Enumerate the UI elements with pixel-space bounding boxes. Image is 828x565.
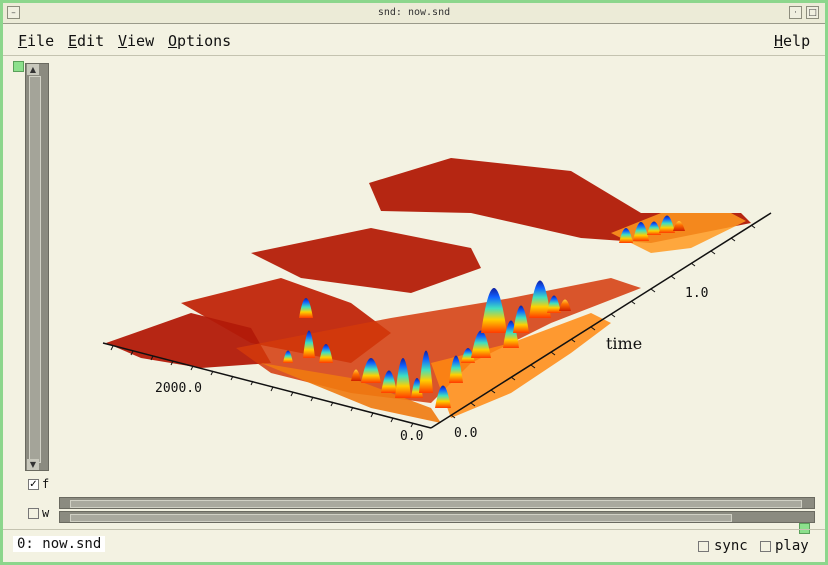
- scroll-up-arrow-icon[interactable]: ▲: [27, 64, 39, 75]
- vertical-zoom-scrollbar[interactable]: ▲ ▼: [25, 63, 49, 471]
- time-axis: [430, 212, 772, 429]
- frequency-axis: [102, 342, 432, 429]
- w-checkbox-label: w: [42, 506, 50, 520]
- title-bar: – snd: now.snd · □: [3, 3, 825, 24]
- w-checkbox[interactable]: [28, 508, 39, 519]
- x-position-thumb[interactable]: [70, 500, 802, 508]
- menu-edit[interactable]: Edit: [68, 32, 105, 50]
- spectrogram-surface: [106, 158, 751, 423]
- time-tick-0: 0.0: [454, 426, 477, 441]
- time-axis-label: time: [606, 334, 642, 353]
- x-position-scrollbar[interactable]: [59, 497, 815, 509]
- play-checkbox[interactable]: [760, 541, 771, 552]
- minimize-button[interactable]: ·: [789, 6, 802, 19]
- x-zoom-scrollbar[interactable]: [59, 511, 815, 523]
- time-tick-1: 1.0: [685, 286, 708, 301]
- channel-select-mark[interactable]: [13, 61, 24, 72]
- menu-view[interactable]: View: [118, 32, 155, 50]
- spectrogram-plot[interactable]: 2000.0 0.0 0.0 1.0 time: [51, 63, 823, 498]
- menu-options[interactable]: Options: [168, 32, 232, 50]
- maximize-button[interactable]: □: [806, 6, 819, 19]
- f-checkbox[interactable]: ✓: [28, 479, 39, 490]
- window-menu-button[interactable]: –: [7, 6, 20, 19]
- window-title: snd: now.snd: [377, 7, 451, 18]
- menu-bar: File Edit View Options Help: [3, 25, 825, 56]
- menu-file[interactable]: File: [18, 32, 55, 50]
- f-checkbox-label: f: [42, 477, 50, 491]
- status-bar: 0: now.snd sync play: [3, 529, 825, 563]
- x-zoom-thumb[interactable]: [70, 514, 732, 522]
- status-text: 0: now.snd: [13, 536, 106, 552]
- menu-help[interactable]: Help: [774, 32, 811, 50]
- freq-tick-2000: 2000.0: [155, 381, 202, 396]
- vertical-scroll-thumb[interactable]: [29, 76, 41, 463]
- freq-tick-0: 0.0: [400, 429, 423, 444]
- play-label: play: [775, 538, 809, 554]
- sash-mark[interactable]: [799, 523, 810, 534]
- spectrogram-peaks: [283, 215, 685, 408]
- sync-label: sync: [714, 538, 748, 554]
- scroll-down-arrow-icon[interactable]: ▼: [27, 459, 39, 470]
- sync-checkbox[interactable]: [698, 541, 709, 552]
